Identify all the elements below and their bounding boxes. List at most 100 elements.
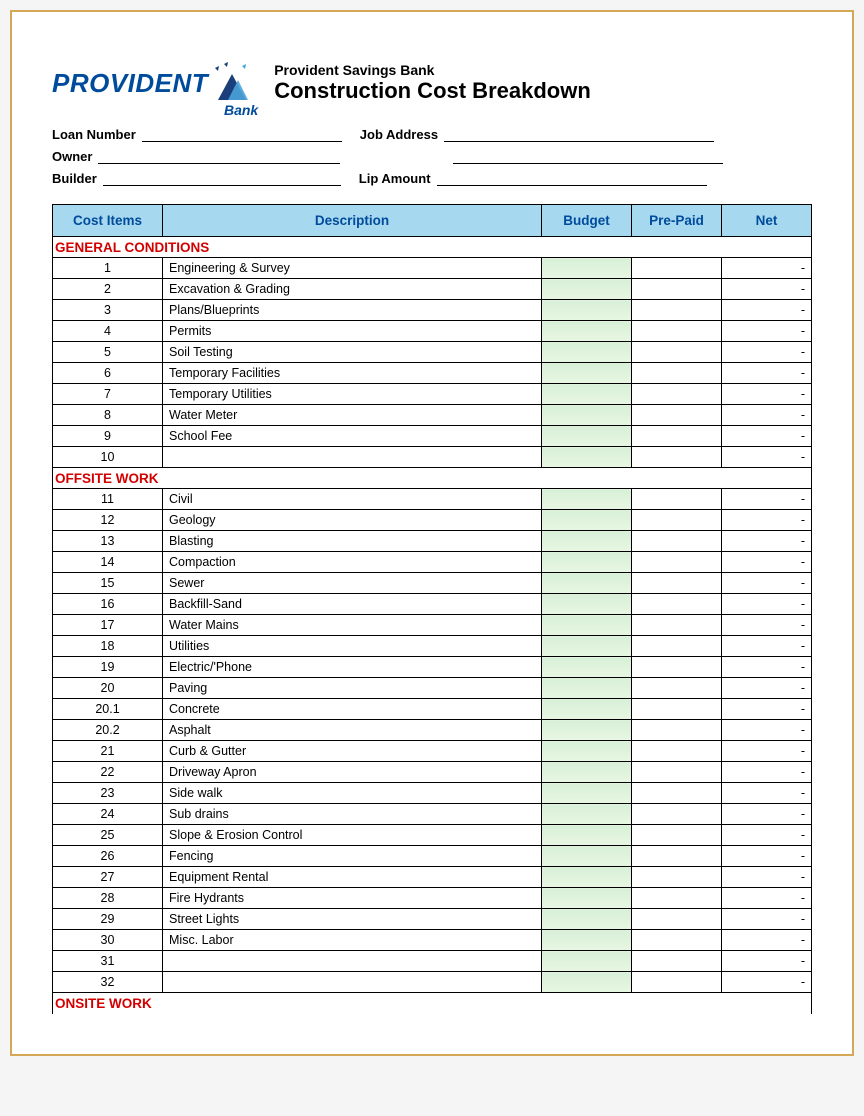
cell-prepaid[interactable] [632, 426, 722, 447]
cell-budget[interactable] [542, 426, 632, 447]
cell-budget[interactable] [542, 867, 632, 888]
cell-budget[interactable] [542, 384, 632, 405]
th-cost-items: Cost Items [53, 205, 163, 237]
lip-amount-input[interactable] [437, 170, 707, 186]
cell-description: Fire Hydrants [163, 888, 542, 909]
cell-prepaid[interactable] [632, 342, 722, 363]
cell-prepaid[interactable] [632, 447, 722, 468]
cell-description: Soil Testing [163, 342, 542, 363]
cell-prepaid[interactable] [632, 867, 722, 888]
cell-prepaid[interactable] [632, 678, 722, 699]
cell-budget[interactable] [542, 300, 632, 321]
cell-budget[interactable] [542, 783, 632, 804]
table-row: 9School Fee- [53, 426, 812, 447]
cell-budget[interactable] [542, 363, 632, 384]
cell-budget[interactable] [542, 825, 632, 846]
cell-prepaid[interactable] [632, 552, 722, 573]
cell-budget[interactable] [542, 699, 632, 720]
cell-budget[interactable] [542, 489, 632, 510]
cell-budget[interactable] [542, 594, 632, 615]
cell-description: Blasting [163, 531, 542, 552]
cell-budget[interactable] [542, 720, 632, 741]
cell-budget[interactable] [542, 321, 632, 342]
cell-prepaid[interactable] [632, 741, 722, 762]
cell-prepaid[interactable] [632, 636, 722, 657]
cell-prepaid[interactable] [632, 363, 722, 384]
cell-prepaid[interactable] [632, 258, 722, 279]
table-row: 17Water Mains- [53, 615, 812, 636]
cell-prepaid[interactable] [632, 321, 722, 342]
cell-budget[interactable] [542, 510, 632, 531]
table-row: 21Curb & Gutter- [53, 741, 812, 762]
cell-budget[interactable] [542, 531, 632, 552]
cell-prepaid[interactable] [632, 405, 722, 426]
cell-net: - [722, 909, 812, 930]
cell-budget[interactable] [542, 972, 632, 993]
cell-prepaid[interactable] [632, 846, 722, 867]
cell-budget[interactable] [542, 762, 632, 783]
cell-number: 18 [53, 636, 163, 657]
cell-prepaid[interactable] [632, 657, 722, 678]
cell-prepaid[interactable] [632, 699, 722, 720]
cell-number: 23 [53, 783, 163, 804]
cell-budget[interactable] [542, 930, 632, 951]
cell-prepaid[interactable] [632, 888, 722, 909]
builder-input[interactable] [103, 170, 341, 186]
cell-number: 25 [53, 825, 163, 846]
cell-budget[interactable] [542, 342, 632, 363]
loan-number-input[interactable] [142, 126, 342, 142]
cell-budget[interactable] [542, 678, 632, 699]
cell-number: 8 [53, 405, 163, 426]
cell-prepaid[interactable] [632, 300, 722, 321]
cell-budget[interactable] [542, 888, 632, 909]
cell-budget[interactable] [542, 615, 632, 636]
cell-budget[interactable] [542, 405, 632, 426]
cell-prepaid[interactable] [632, 573, 722, 594]
cell-budget[interactable] [542, 258, 632, 279]
cell-net: - [722, 405, 812, 426]
cell-budget[interactable] [542, 573, 632, 594]
cell-budget[interactable] [542, 636, 632, 657]
cell-prepaid[interactable] [632, 930, 722, 951]
cell-net: - [722, 762, 812, 783]
cell-net: - [722, 531, 812, 552]
cell-prepaid[interactable] [632, 951, 722, 972]
cell-description: Side walk [163, 783, 542, 804]
cell-prepaid[interactable] [632, 909, 722, 930]
cell-number: 22 [53, 762, 163, 783]
table-row: 4Permits- [53, 321, 812, 342]
cell-prepaid[interactable] [632, 489, 722, 510]
owner-input[interactable] [98, 148, 340, 164]
cell-budget[interactable] [542, 951, 632, 972]
cell-prepaid[interactable] [632, 783, 722, 804]
cell-number: 6 [53, 363, 163, 384]
job-address-input[interactable] [444, 126, 714, 142]
cell-budget[interactable] [542, 657, 632, 678]
cell-budget[interactable] [542, 552, 632, 573]
cell-prepaid[interactable] [632, 825, 722, 846]
cell-budget[interactable] [542, 846, 632, 867]
cell-prepaid[interactable] [632, 594, 722, 615]
cell-net: - [722, 279, 812, 300]
cell-prepaid[interactable] [632, 384, 722, 405]
cell-budget[interactable] [542, 909, 632, 930]
cell-description: Engineering & Survey [163, 258, 542, 279]
cell-prepaid[interactable] [632, 804, 722, 825]
cell-prepaid[interactable] [632, 510, 722, 531]
cell-prepaid[interactable] [632, 615, 722, 636]
cell-number: 31 [53, 951, 163, 972]
cell-prepaid[interactable] [632, 720, 722, 741]
cell-prepaid[interactable] [632, 972, 722, 993]
cell-prepaid[interactable] [632, 762, 722, 783]
job-address-label: Job Address [360, 127, 438, 142]
cell-prepaid[interactable] [632, 531, 722, 552]
cell-budget[interactable] [542, 804, 632, 825]
cell-description: Plans/Blueprints [163, 300, 542, 321]
cell-budget[interactable] [542, 279, 632, 300]
cell-budget[interactable] [542, 447, 632, 468]
cell-budget[interactable] [542, 741, 632, 762]
th-prepaid: Pre-Paid [632, 205, 722, 237]
job-address-input-2[interactable] [453, 148, 723, 164]
table-row: 14Compaction- [53, 552, 812, 573]
cell-prepaid[interactable] [632, 279, 722, 300]
